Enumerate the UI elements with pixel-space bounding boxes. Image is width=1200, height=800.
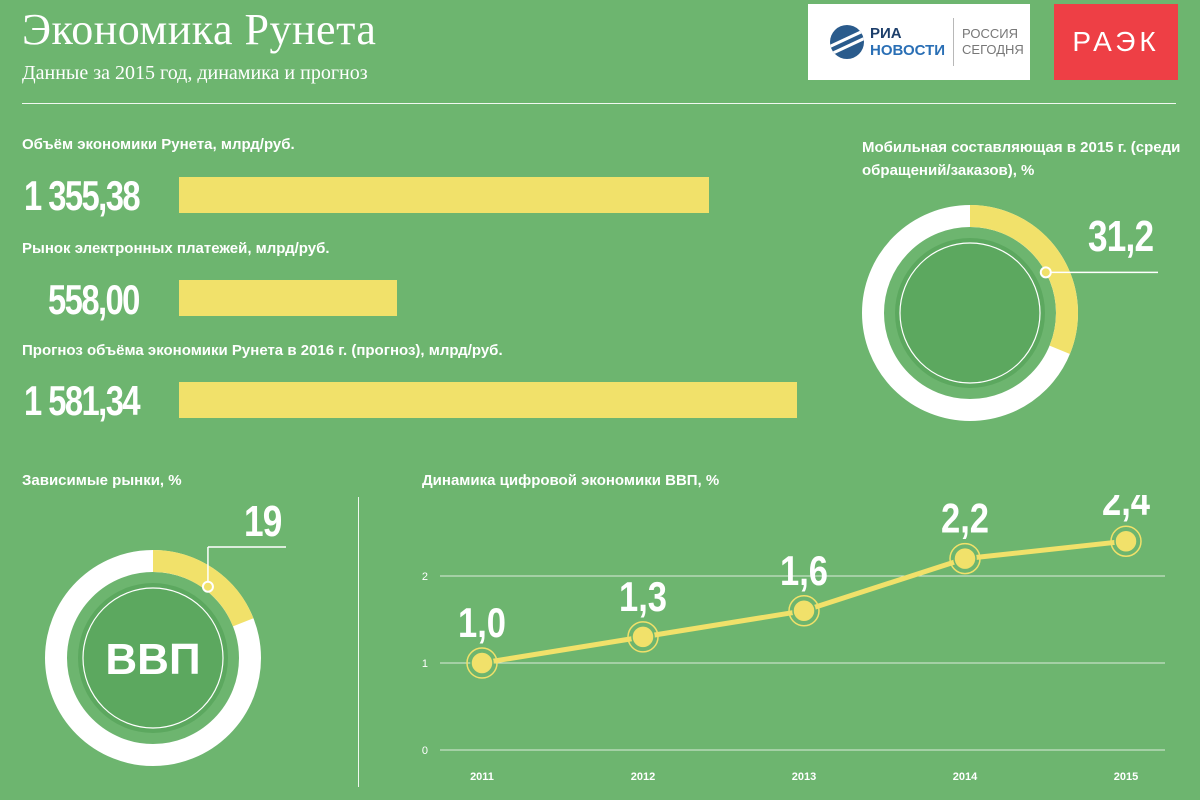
bar-label-e-payments: Рынок электронных платежей, млрд/руб. [22,240,330,257]
mobile-donut-inner [895,238,1045,388]
data-label: 1,6 [780,547,828,594]
data-point-ring [466,647,498,679]
dependent-markets-donut: ВВП [45,546,286,766]
x-tick-label: 2012 [631,771,655,783]
data-point-ring [788,595,820,627]
y-tick-label: 0 [422,745,428,757]
data-label: 2,2 [941,495,989,542]
dependent-markets-label: Зависимые рынки, % [22,472,182,489]
data-label: 2,4 [1102,495,1151,524]
y-tick-label: 2 [422,571,428,583]
data-point-ring [1110,525,1142,557]
ria-logo-right-2: СЕГОДНЯ [962,42,1024,57]
data-point [1114,529,1138,553]
ria-globe-icon [830,25,864,59]
ria-logo-bottom: НОВОСТИ [870,42,946,59]
x-tick-label: 2013 [792,771,816,783]
gdp-donut-inner-ring [82,587,224,729]
mobile-donut-arc [969,205,1078,355]
ria-logo-top: РИА [870,25,902,42]
gdp-dynamics-line-chart: 0 1 2 2011 2012 2013 2014 2015 1,0 1,3 1,6 2,2 2,4 [422,495,1165,783]
gdp-marker-dot [201,580,214,593]
x-tick-label: 2014 [953,771,978,783]
bar-value-forecast-2016: 1 581,34 [24,377,141,424]
ria-logo-separator [953,18,955,66]
section-divider [358,497,359,787]
dependent-markets-value: 19 [244,497,282,546]
x-tick-label: 2011 [470,771,494,783]
x-tick-label: 2015 [1114,771,1138,783]
bar-label-runet-volume: Объём экономики Рунета, млрд/руб. [22,136,295,153]
mobile-share-value: 31,2 [1088,212,1154,261]
data-label: 1,3 [619,573,667,620]
bar-value-e-payments: 558,00 [48,276,140,323]
gdp-center-label: ВВП [105,635,200,684]
gdp-donut-inner [78,583,228,733]
data-point [792,599,816,623]
mobile-share-donut [862,205,1158,421]
data-point-ring [627,621,659,653]
page-subtitle: Данные за 2015 год, динамика и прогноз [22,62,368,84]
data-label: 1,0 [458,599,506,646]
mobile-marker-dot [1039,266,1052,279]
bar-label-forecast-2016: Прогноз объёма экономики Рунета в 2016 г… [22,342,503,359]
data-point [470,651,494,675]
mobile-donut-inner-ring [899,242,1041,384]
data-point [631,625,655,649]
raek-logo: РАЭК [1054,4,1178,80]
bar-value-runet-volume: 1 355,38 [24,172,141,219]
y-tick-label: 1 [422,658,428,670]
bar-forecast-2016 [179,382,797,418]
ria-logo-right-1: РОССИЯ [962,26,1019,42]
ria-novosti-logo: РИА НОВОСТИ РОССИЯ СЕГОДНЯ [808,4,1030,80]
header-divider [22,103,1176,104]
bar-runet-volume [179,177,709,213]
mobile-share-label: Мобильная составляющая в 2015 г. (среди … [862,139,1181,180]
line-chart-title: Динамика цифровой экономики ВВП, % [422,472,720,489]
page-title: Экономика Рунета [22,5,377,54]
data-point [953,546,977,571]
bar-e-payments [179,280,398,316]
data-point-ring [949,542,981,575]
